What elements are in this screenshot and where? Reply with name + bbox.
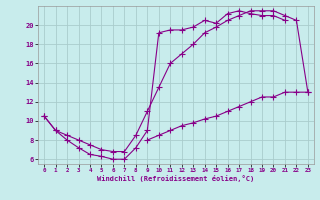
X-axis label: Windchill (Refroidissement éolien,°C): Windchill (Refroidissement éolien,°C) — [97, 175, 255, 182]
